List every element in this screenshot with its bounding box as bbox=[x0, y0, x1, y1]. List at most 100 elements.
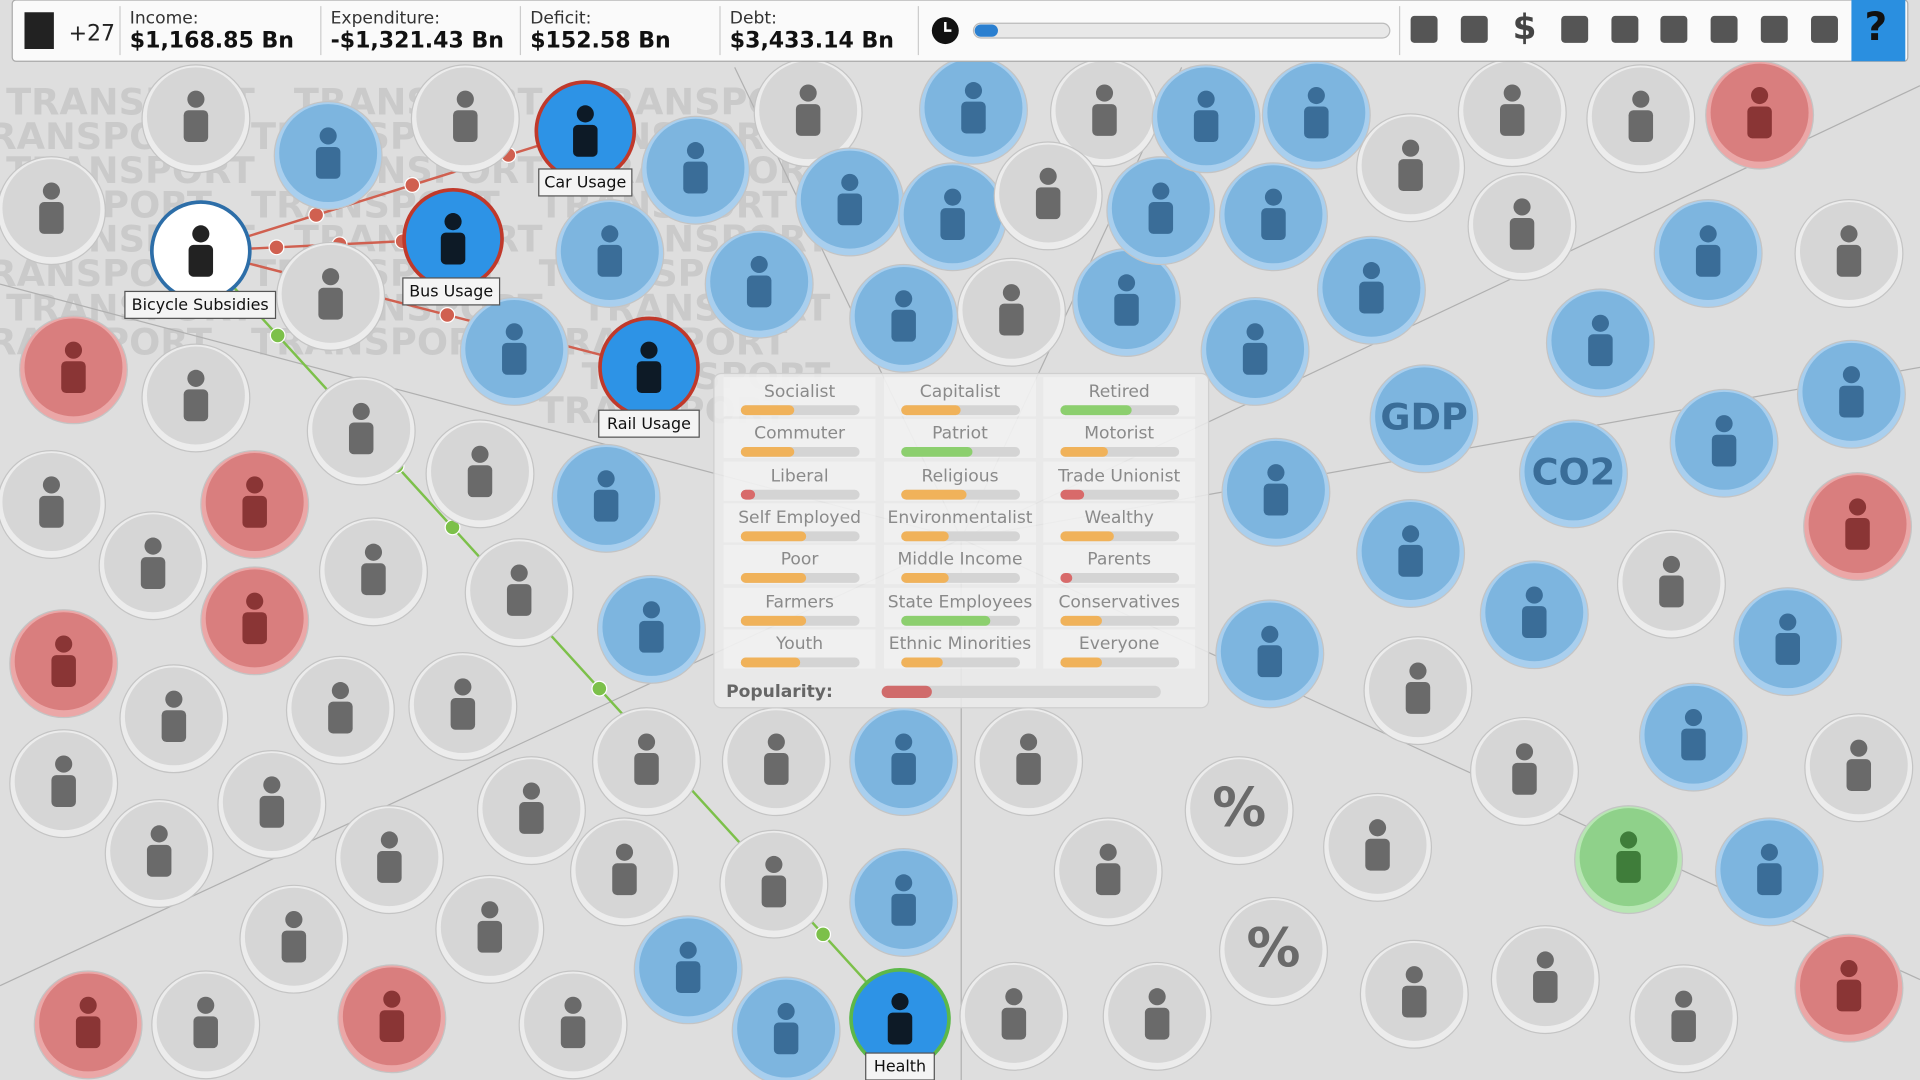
group-name[interactable]: Trade Unionist bbox=[1057, 466, 1180, 486]
policy-node[interactable] bbox=[1705, 60, 1815, 170]
node-face[interactable] bbox=[1224, 900, 1323, 998]
policy-node[interactable] bbox=[33, 970, 143, 1080]
policy-node[interactable] bbox=[9, 729, 119, 839]
policy-node[interactable] bbox=[200, 450, 310, 559]
group-name[interactable]: Middle Income bbox=[897, 550, 1022, 570]
group-name[interactable]: Motorist bbox=[1084, 423, 1154, 443]
policy-node[interactable] bbox=[239, 884, 349, 994]
policy-node[interactable] bbox=[1803, 472, 1913, 582]
policy-node[interactable] bbox=[151, 970, 261, 1080]
policy-node[interactable] bbox=[633, 915, 743, 1025]
policy-node[interactable] bbox=[1653, 198, 1763, 308]
policy-node[interactable] bbox=[534, 80, 637, 182]
policy-node[interactable] bbox=[849, 967, 951, 1070]
policy-node[interactable] bbox=[273, 101, 383, 210]
policy-node[interactable] bbox=[1215, 599, 1325, 709]
policy-node[interactable] bbox=[150, 200, 252, 302]
policy-node[interactable]: CO2 bbox=[1518, 419, 1628, 529]
policy-node[interactable] bbox=[334, 805, 444, 915]
policy-node[interactable] bbox=[993, 141, 1103, 251]
policy-node[interactable] bbox=[435, 874, 545, 984]
policy-node[interactable] bbox=[570, 817, 679, 927]
group-name[interactable]: Retired bbox=[1089, 382, 1150, 402]
policy-node[interactable] bbox=[598, 316, 700, 419]
policy-node[interactable] bbox=[98, 511, 208, 621]
policy-node[interactable] bbox=[918, 55, 1028, 165]
policy-node[interactable] bbox=[18, 315, 128, 425]
policy-node[interactable] bbox=[1151, 64, 1261, 174]
policy-node[interactable] bbox=[849, 707, 959, 817]
group-name[interactable]: Self Employed bbox=[738, 508, 861, 528]
policy-node[interactable] bbox=[1794, 933, 1904, 1043]
group-name[interactable]: Socialist bbox=[764, 382, 835, 402]
policy-node[interactable] bbox=[425, 419, 535, 529]
node-face[interactable] bbox=[1375, 367, 1474, 466]
policy-node[interactable] bbox=[721, 707, 831, 817]
policy-node[interactable] bbox=[0, 450, 106, 559]
policy-node[interactable] bbox=[285, 655, 395, 765]
policy-node[interactable] bbox=[596, 574, 706, 684]
policy-node[interactable] bbox=[1479, 560, 1589, 670]
policy-node[interactable] bbox=[141, 343, 251, 453]
policy-node[interactable] bbox=[1261, 60, 1371, 170]
policy-node[interactable] bbox=[408, 652, 518, 762]
policy-node[interactable] bbox=[1638, 682, 1748, 792]
policy-node[interactable]: % bbox=[1218, 896, 1328, 1006]
policy-node[interactable] bbox=[1323, 792, 1433, 902]
toolbar-icon[interactable] bbox=[1660, 15, 1688, 43]
group-name[interactable]: Parents bbox=[1087, 550, 1151, 570]
policy-node[interactable] bbox=[849, 263, 959, 373]
group-name[interactable]: Commuter bbox=[754, 423, 846, 443]
policy-node[interactable] bbox=[318, 517, 428, 627]
group-name[interactable]: Farmers bbox=[765, 592, 834, 612]
policy-node[interactable] bbox=[104, 798, 214, 908]
toolbar-icon[interactable] bbox=[1410, 15, 1438, 43]
group-name[interactable]: Environmentalist bbox=[888, 508, 1033, 528]
group-name[interactable]: Conservatives bbox=[1058, 592, 1180, 612]
group-name[interactable]: Religious bbox=[921, 466, 998, 486]
policy-node[interactable] bbox=[1467, 172, 1577, 282]
policy-node[interactable] bbox=[704, 229, 814, 339]
policy-node[interactable] bbox=[141, 64, 251, 174]
policy-node[interactable] bbox=[1072, 247, 1182, 357]
policy-node[interactable] bbox=[959, 961, 1069, 1071]
policy-node[interactable] bbox=[476, 756, 586, 866]
policy-node[interactable] bbox=[1574, 805, 1684, 915]
policy-node[interactable] bbox=[9, 609, 119, 719]
policy-node[interactable] bbox=[518, 970, 628, 1080]
group-name[interactable]: Youth bbox=[775, 634, 823, 654]
policy-node[interactable] bbox=[1053, 817, 1163, 927]
toolbar-icon[interactable] bbox=[1760, 15, 1788, 43]
policy-node[interactable] bbox=[1796, 339, 1906, 449]
toolbar-icon[interactable] bbox=[1561, 15, 1589, 43]
toolbar-icon[interactable]: ? bbox=[1865, 5, 1888, 50]
policy-node[interactable] bbox=[217, 750, 327, 859]
toolbar-icon[interactable] bbox=[1710, 15, 1738, 43]
policy-node[interactable] bbox=[1804, 713, 1914, 823]
toolbar-icon[interactable] bbox=[1611, 15, 1639, 43]
policy-node[interactable] bbox=[641, 115, 750, 225]
policy-node[interactable] bbox=[1794, 198, 1904, 308]
policy-node[interactable] bbox=[410, 64, 520, 174]
policy-node[interactable] bbox=[849, 847, 959, 957]
policy-node[interactable] bbox=[276, 241, 386, 351]
policy-node[interactable] bbox=[1714, 817, 1824, 927]
toolbar-icon[interactable] bbox=[1460, 15, 1488, 43]
policy-node[interactable] bbox=[1359, 939, 1469, 1049]
policy-node[interactable] bbox=[402, 187, 504, 290]
policy-node[interactable] bbox=[1490, 925, 1600, 1035]
policy-node[interactable] bbox=[551, 443, 661, 553]
policy-node[interactable] bbox=[1050, 58, 1159, 168]
policy-node[interactable] bbox=[464, 538, 574, 648]
policy-node[interactable] bbox=[1545, 288, 1655, 398]
policy-node[interactable] bbox=[119, 664, 229, 774]
policy-node[interactable] bbox=[719, 829, 829, 939]
node-face[interactable] bbox=[1524, 422, 1623, 521]
policy-node[interactable] bbox=[753, 58, 863, 168]
policy-node[interactable] bbox=[1200, 296, 1310, 406]
policy-node[interactable] bbox=[898, 162, 1008, 272]
policy-node[interactable] bbox=[1316, 235, 1426, 345]
policy-node[interactable] bbox=[1221, 437, 1331, 547]
group-name[interactable]: Patriot bbox=[932, 423, 988, 443]
policy-node[interactable] bbox=[337, 964, 447, 1074]
